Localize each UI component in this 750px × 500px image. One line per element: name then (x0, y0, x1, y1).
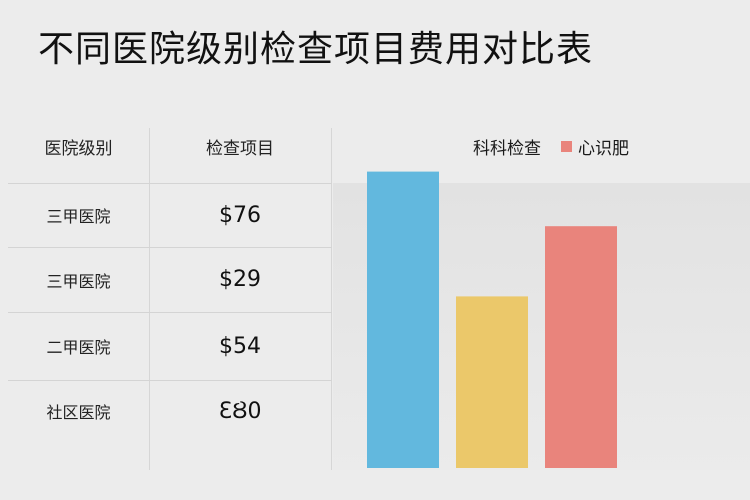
legend-label-2: 心识肥 (578, 139, 629, 159)
table-row-price: $54 (219, 333, 261, 359)
row-divider (8, 312, 332, 313)
table-row-level: 三甲医院 (46, 271, 111, 291)
table-row-price: $29 (219, 267, 261, 292)
table-row-level: 社区医院 (46, 403, 111, 422)
table-row-level: 三甲医院 (46, 207, 111, 226)
table-row-price: ƐȢ0 (218, 398, 262, 424)
page-title: 不同医院级别检查项目费用对比表 (38, 29, 594, 70)
bar-chart: 科科检查 心识肥 (333, 118, 750, 470)
row-divider (8, 247, 332, 248)
column-divider (149, 128, 150, 470)
bar-3 (545, 226, 617, 468)
bar-1 (367, 171, 439, 468)
table-row-price: $76 (219, 202, 261, 228)
table-row-level: 二甲医院 (46, 338, 111, 357)
header-hospital-level: 医院级别 (44, 139, 113, 159)
legend-swatch (561, 141, 572, 152)
legend-label-1: 科科检查 (473, 139, 541, 159)
cost-table: 医院级别 检查项目 三甲医院 $76 三甲医院 $29 二甲医院 $54 社区医… (8, 118, 332, 470)
row-divider (8, 380, 332, 381)
column-divider (331, 128, 332, 470)
header-check-item: 检查项目 (206, 139, 274, 159)
bar-2 (456, 296, 528, 468)
row-divider (8, 183, 332, 184)
bars-svg (367, 171, 617, 468)
chart-legend: 科科检查 心识肥 (473, 134, 629, 159)
